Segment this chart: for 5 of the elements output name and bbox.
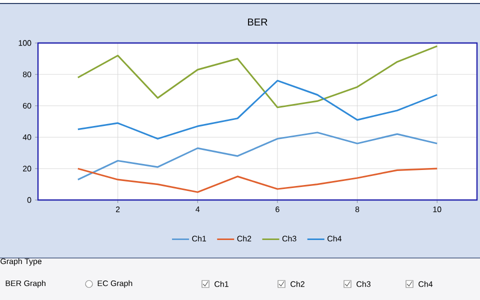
line-series: [77, 80, 438, 140]
line-series: [77, 132, 438, 180]
chart-title: BER: [248, 18, 268, 26]
line-series: [77, 168, 438, 193]
line-series: [77, 45, 438, 108]
